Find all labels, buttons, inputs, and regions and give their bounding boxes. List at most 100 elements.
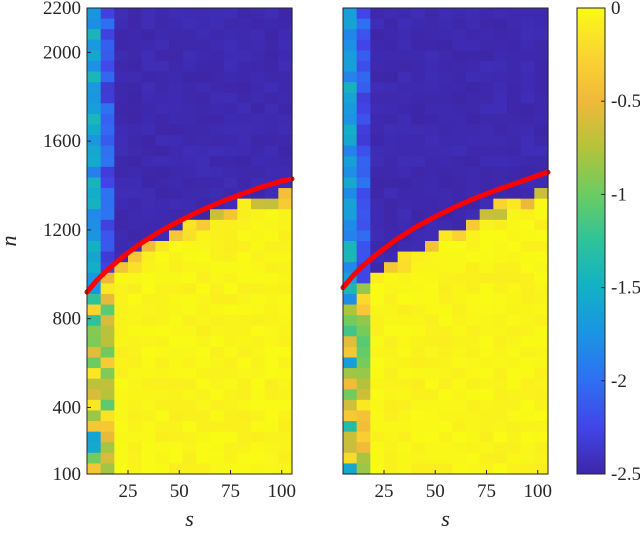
heatmap-cell <box>479 262 494 274</box>
heatmap-cell <box>223 283 238 295</box>
heatmap-cell <box>507 283 522 295</box>
heatmap-cell <box>452 410 467 422</box>
heatmap-cell <box>397 135 412 147</box>
heatmap-cell <box>356 18 371 30</box>
heatmap-cell <box>452 60 467 73</box>
heatmap-cell <box>223 29 238 41</box>
heatmap-cell <box>114 39 129 51</box>
heatmap-cell <box>169 262 184 274</box>
heatmap-cell <box>169 315 184 327</box>
heatmap-cell <box>196 145 211 157</box>
heatmap-cell <box>343 230 358 242</box>
heatmap-cell <box>251 399 266 412</box>
heatmap-cell <box>237 315 252 327</box>
heatmap-cell <box>356 8 371 20</box>
heatmap-cell <box>438 272 453 284</box>
heatmap-cell <box>411 304 426 316</box>
heatmap-cell <box>466 188 481 200</box>
heatmap-cell <box>100 357 115 369</box>
heatmap-cell <box>466 421 481 433</box>
heatmap-cell <box>196 378 211 390</box>
heatmap-cell <box>169 251 184 263</box>
heatmap-cell <box>452 209 467 221</box>
heatmap-cell <box>264 219 279 232</box>
heatmap-cell <box>438 241 453 253</box>
heatmap-cell <box>237 346 252 359</box>
heatmap-cell <box>237 29 252 41</box>
heatmap-cell <box>384 399 399 412</box>
heatmap-cell <box>141 145 156 157</box>
heatmap-cell <box>196 399 211 412</box>
heatmap-cell <box>438 304 453 316</box>
heatmap-cell <box>100 452 115 465</box>
heatmap-cell <box>128 346 143 359</box>
heatmap-cell <box>114 145 129 157</box>
heatmap-cell <box>397 145 412 157</box>
heatmap-cell <box>169 8 184 20</box>
heatmap-cell <box>356 431 371 443</box>
heatmap-cell <box>534 241 549 253</box>
heatmap-cell <box>169 124 184 136</box>
heatmap-cell <box>128 82 143 94</box>
heatmap-cell <box>182 272 197 284</box>
heatmap-cell <box>223 421 238 433</box>
heatmap-cell <box>155 431 170 443</box>
heatmap-cell <box>155 315 170 327</box>
heatmap-cell <box>114 135 129 147</box>
heatmap-cell <box>210 188 225 200</box>
heatmap-cell <box>100 251 115 263</box>
heatmap-cell <box>384 262 399 274</box>
heatmap-cell <box>397 29 412 41</box>
heatmap-cell <box>155 283 170 295</box>
heatmap-cell <box>237 262 252 274</box>
heatmap-cell <box>169 209 184 221</box>
heatmap-cell <box>466 452 481 465</box>
heatmap-cell <box>479 272 494 284</box>
heatmap-cell <box>425 8 440 20</box>
heatmap-cell <box>425 124 440 136</box>
heatmap-cell <box>278 357 293 369</box>
heatmap-cell <box>534 124 549 136</box>
heatmap-cell <box>438 452 453 465</box>
heatmap-cell <box>411 230 426 242</box>
heatmap-cell <box>251 71 266 83</box>
heatmap-cell <box>520 421 535 433</box>
heatmap-cell <box>210 92 225 104</box>
heatmap-cell <box>343 357 358 369</box>
heatmap-cell <box>384 463 399 475</box>
heatmap-cell <box>466 304 481 316</box>
heatmap-cell <box>264 304 279 316</box>
heatmap-cell <box>237 145 252 157</box>
heatmap-cell <box>507 463 522 475</box>
heatmap-cell <box>425 198 440 210</box>
heatmap-cell <box>534 431 549 443</box>
heatmap-cell <box>169 304 184 316</box>
heatmap-cell <box>384 431 399 443</box>
heatmap-cell <box>155 452 170 465</box>
heatmap-cell <box>169 71 184 83</box>
y-tick-label: 2200 <box>43 0 81 19</box>
heatmap-cell <box>520 378 535 390</box>
heatmap-cell <box>356 135 371 147</box>
heatmap-cell <box>507 103 522 115</box>
heatmap-cell <box>356 103 371 115</box>
heatmap-cell <box>182 219 197 232</box>
heatmap-cell <box>370 378 385 390</box>
heatmap-cell <box>128 188 143 200</box>
heatmap-cell <box>479 113 494 126</box>
heatmap-cell <box>237 421 252 433</box>
heatmap-cell <box>384 18 399 30</box>
heatmap-cell <box>466 198 481 210</box>
heatmap-cell <box>251 389 266 401</box>
heatmap-cell <box>438 145 453 157</box>
heatmap-cell <box>425 293 440 306</box>
heatmap-cell <box>128 8 143 20</box>
heatmap-cell <box>251 325 266 337</box>
heatmap-cell <box>466 399 481 412</box>
heatmap-cell <box>196 283 211 295</box>
heatmap-cell <box>169 230 184 242</box>
heatmap-cell <box>264 325 279 337</box>
heatmap-cell <box>370 421 385 433</box>
heatmap-cell <box>397 336 412 348</box>
heatmap-cell <box>397 124 412 136</box>
